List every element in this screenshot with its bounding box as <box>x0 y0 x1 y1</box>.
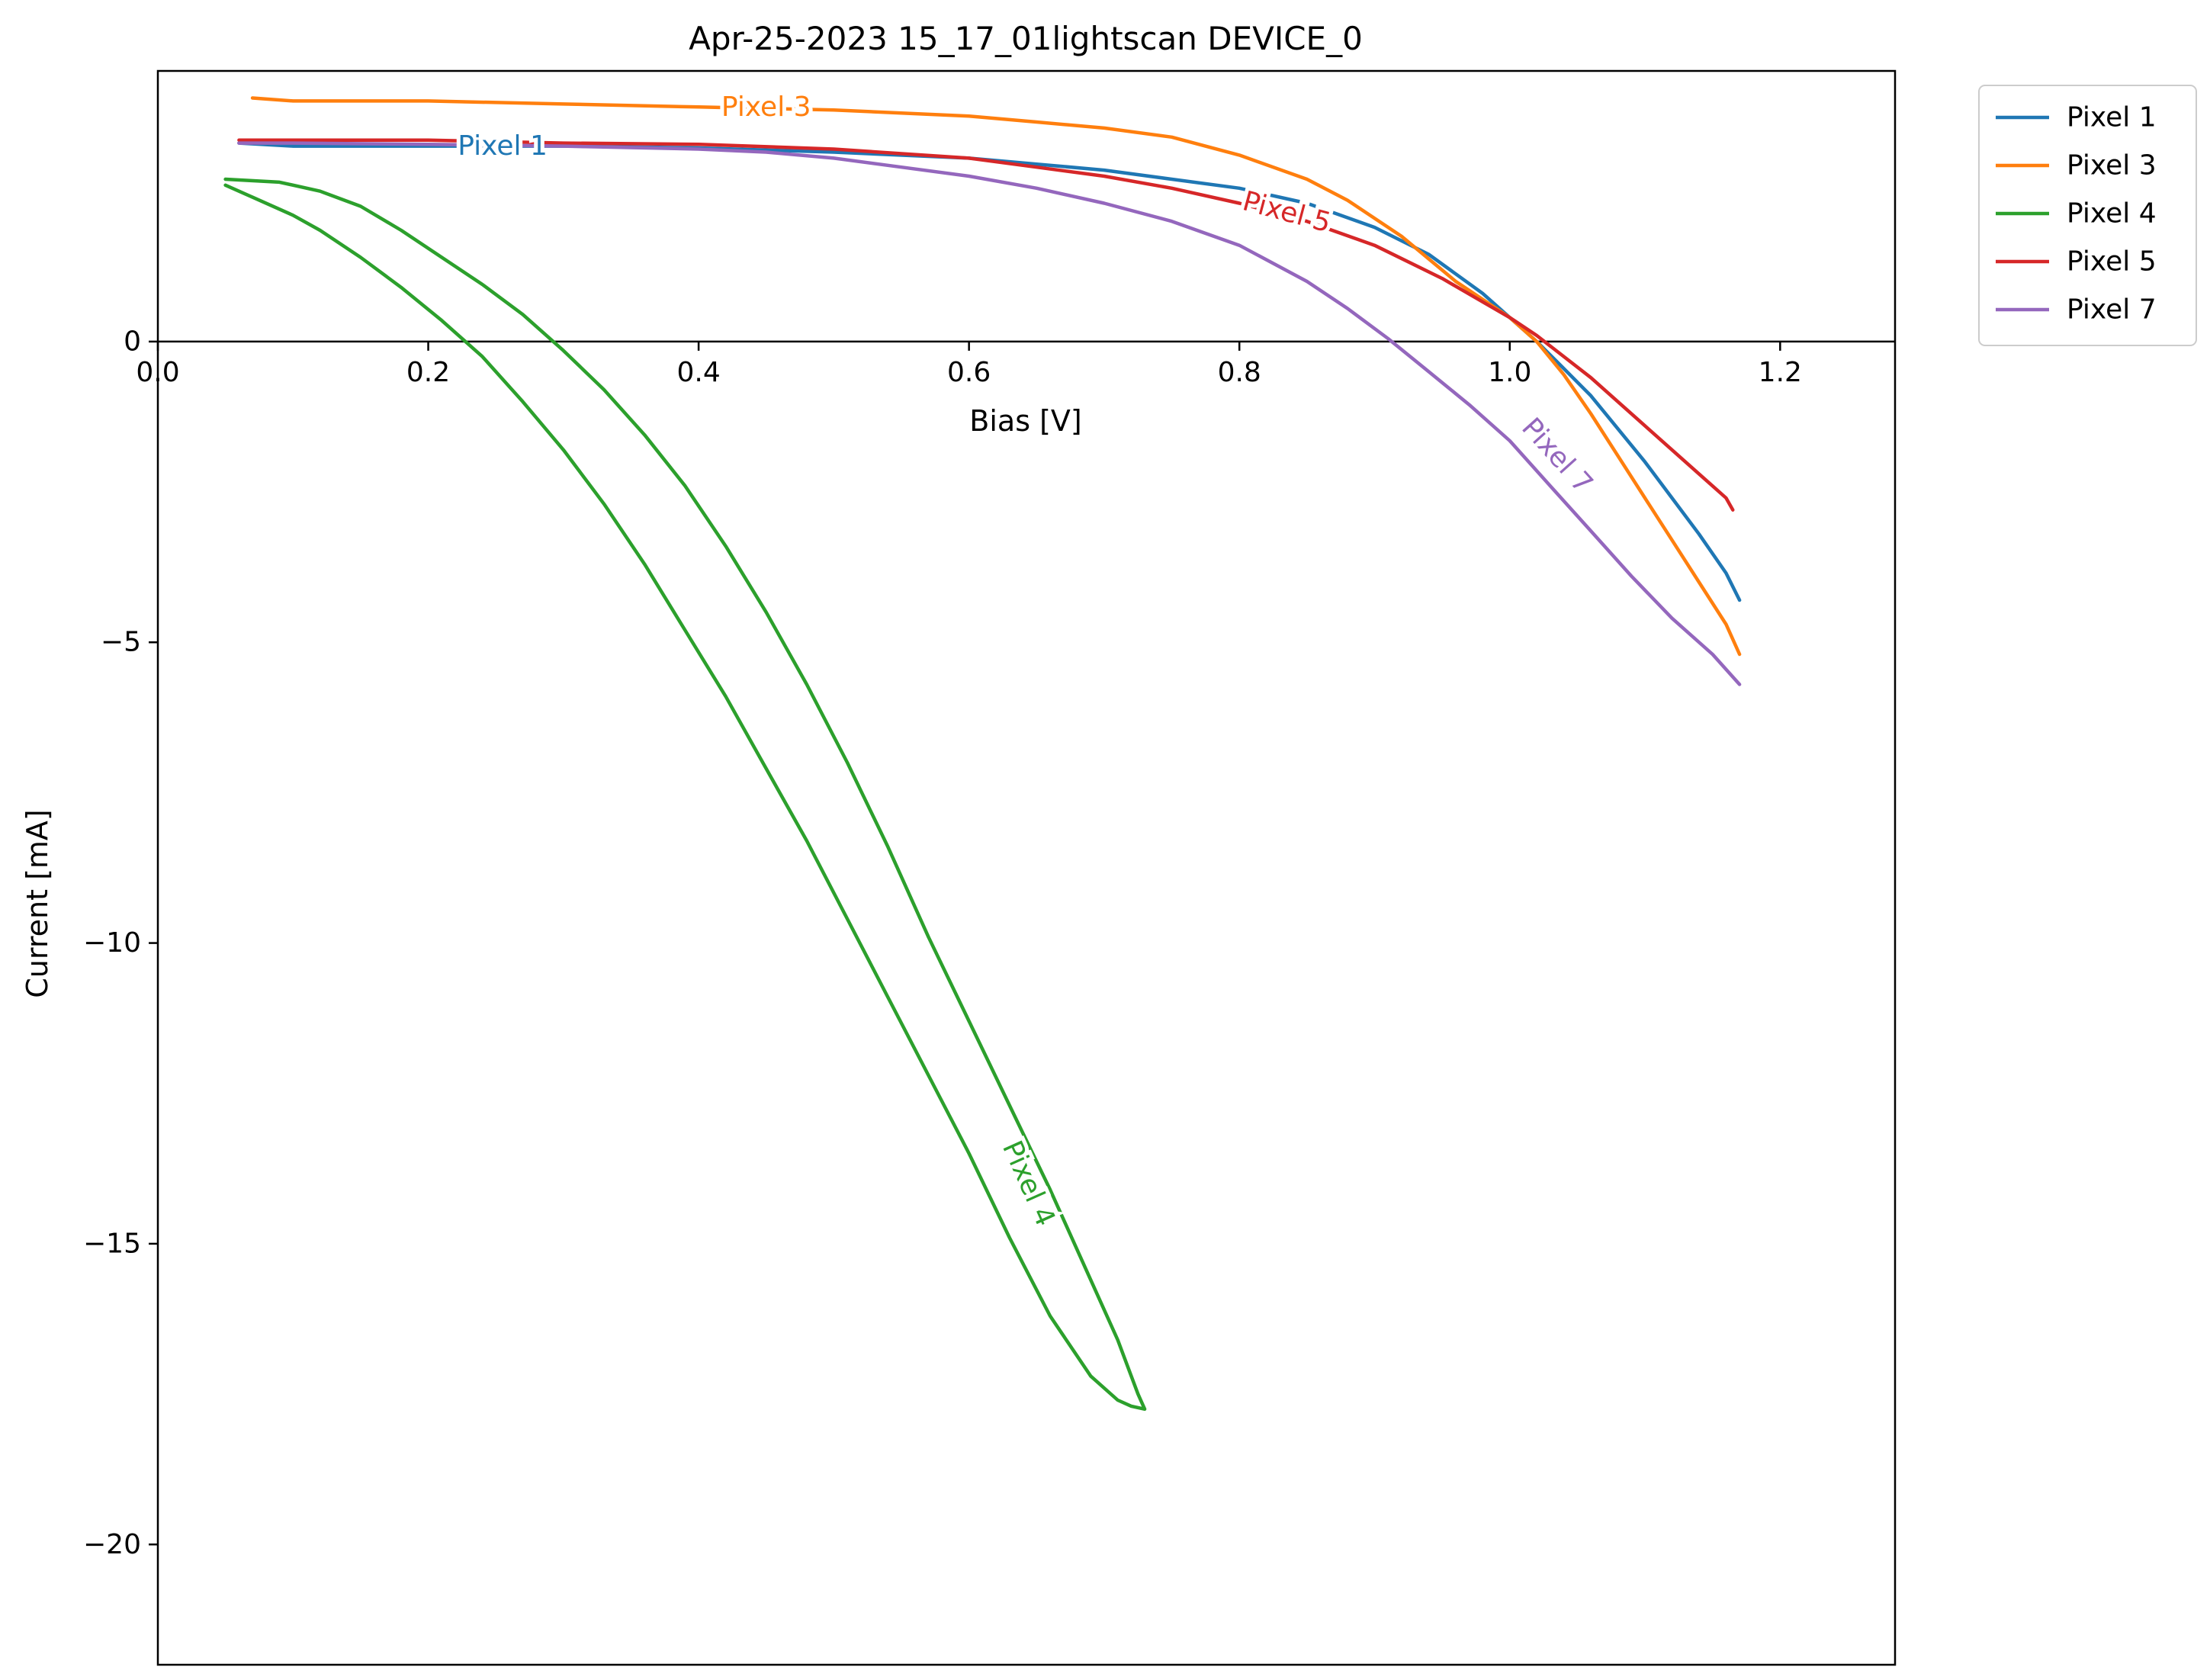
series-group <box>223 96 1742 1412</box>
inline-label-pixel-1: Pixel 1 <box>458 130 548 162</box>
chart-title: Apr-25-2023 15_17_01lightscan DEVICE_0 <box>689 20 1363 57</box>
x-tick-label: 0.2 <box>406 357 450 388</box>
legend: Pixel 1 Pixel 3 Pixel 4 Pixel 5 Pixel 7 <box>1978 85 2197 346</box>
legend-label-pixel-7: Pixel 7 <box>2067 294 2157 326</box>
y-tick-label: −20 <box>83 1529 141 1560</box>
legend-label-pixel-4: Pixel 4 <box>2067 198 2157 230</box>
plot-frame <box>156 69 1897 1666</box>
legend-label-pixel-3: Pixel 3 <box>2067 150 2157 181</box>
inline-label-pixel-4: Pixel 4 <box>996 1136 1061 1231</box>
x-axis-label: Bias [V] <box>969 404 1081 438</box>
legend-label-pixel-5: Pixel 5 <box>2067 246 2157 278</box>
x-tick-label: 0.8 <box>1218 357 1261 388</box>
series-line-pixel-3 <box>250 96 1742 657</box>
inline-labels: Pixel 1 Pixel 3 Pixel 4 Pixel 5 Pixel 7 <box>454 88 1602 1235</box>
series-line-pixel-7 <box>237 141 1742 686</box>
y-tick-label: −15 <box>83 1228 141 1259</box>
x-tick-label: 0.6 <box>947 357 991 388</box>
inline-label-pixel-3: Pixel 3 <box>721 92 811 123</box>
y-axis-label: Current [mA] <box>21 809 54 997</box>
inline-label-pixel-5: Pixel 5 <box>1239 185 1334 239</box>
y-tick-label: −10 <box>83 927 141 959</box>
plot-area <box>156 69 1897 1666</box>
series-line-pixel-4 <box>223 177 1147 1412</box>
series-line-pixel-5 <box>237 138 1735 512</box>
x-tick-label: 1.2 <box>1759 357 1802 388</box>
y-tick-label: 0 <box>124 326 141 357</box>
y-tick-label: −5 <box>101 627 141 658</box>
x-tick-label: 0.4 <box>676 357 720 388</box>
legend-box <box>1978 85 2197 346</box>
x-tick-label: 1.0 <box>1488 357 1531 388</box>
legend-label-pixel-1: Pixel 1 <box>2067 102 2157 133</box>
x-tick-label: 0.0 <box>136 357 179 388</box>
ticks: 0.0 0.2 0.4 0.6 0.8 1.0 1.2 0 −5 −10 −15 −20 <box>83 326 1802 1560</box>
inline-label-pixel-7: Pixel 7 <box>1515 412 1598 500</box>
